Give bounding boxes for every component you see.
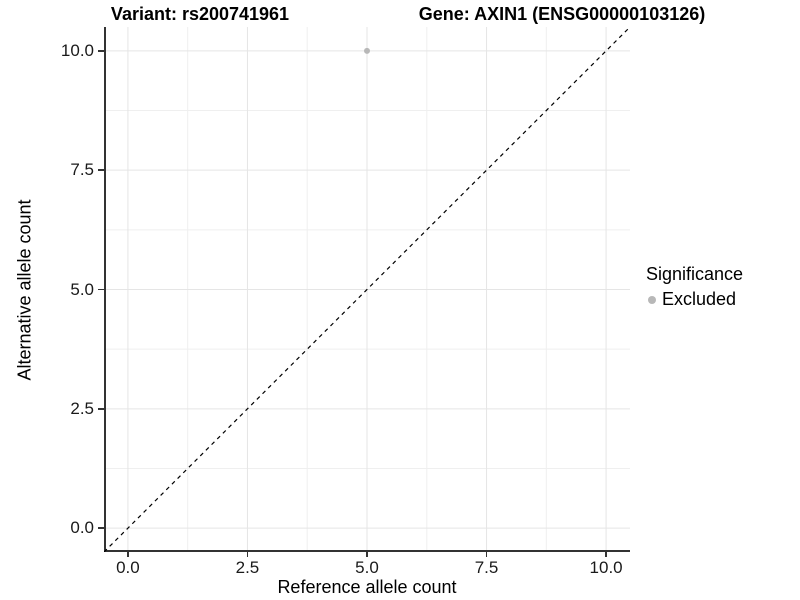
x-tick-label: 0.0 [116, 558, 140, 577]
y-tick-label: 5.0 [70, 279, 94, 299]
plot-title-variant: Variant: rs200741961 [110, 4, 290, 24]
y-tick-mark [98, 169, 104, 171]
legend-title: Significance [646, 264, 744, 284]
x-tick-label: 2.5 [235, 558, 260, 577]
x-tick-mark [127, 552, 129, 557]
legend: Significance Excluded [646, 264, 798, 310]
x-tick-mark [366, 552, 368, 557]
x-axis-title: Reference allele count [277, 577, 457, 597]
x-tick-mark [605, 552, 607, 557]
y-tick-label: 2.5 [70, 398, 94, 418]
x-tick-label: 7.5 [474, 558, 499, 577]
y-tick-mark [98, 527, 104, 529]
x-tick-label: 10.0 [589, 558, 623, 577]
y-tick-mark [98, 50, 104, 52]
panel-canvas [104, 27, 630, 552]
identity-reference-line [104, 27, 630, 552]
y-tick-mark [98, 408, 104, 410]
legend-point-icon [648, 295, 656, 304]
y-tick-label: 7.5 [70, 160, 94, 180]
x-tick-label: 5.0 [355, 558, 379, 577]
x-tick-mark [485, 552, 488, 557]
y-tick-label: 10.0 [60, 40, 94, 60]
y-tick-mark [98, 288, 104, 291]
plot-title-gene: Gene: AXIN1 (ENSG00000103126) [418, 4, 706, 24]
x-tick-mark [246, 552, 249, 557]
y-tick-label: 0.0 [70, 518, 94, 538]
plot-panel [104, 27, 630, 552]
data-point [364, 47, 370, 54]
legend-item-excluded: Excluded [646, 289, 798, 310]
legend-item-label: Excluded [662, 289, 737, 309]
